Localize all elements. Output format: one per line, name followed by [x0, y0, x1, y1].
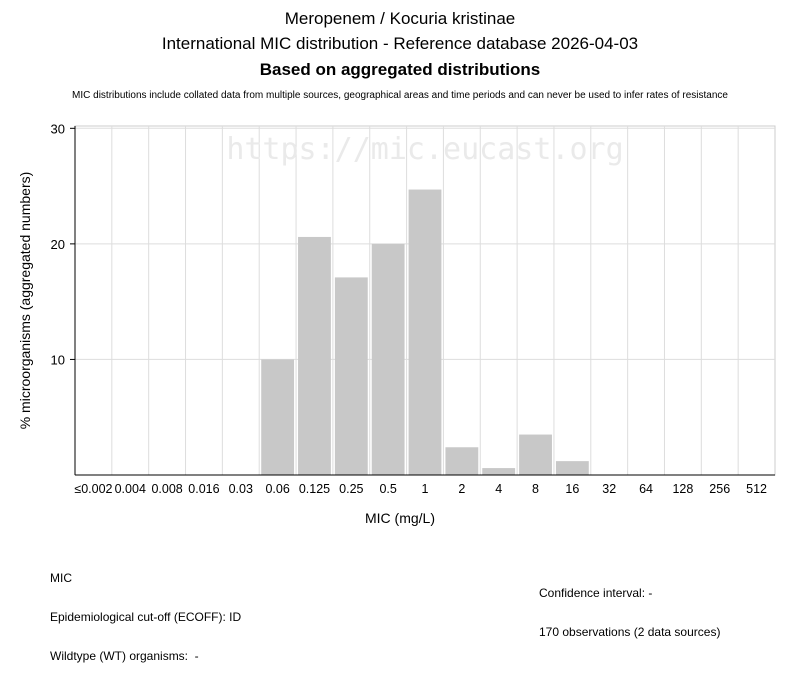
bar [408, 189, 442, 475]
y-tick-label: 20 [51, 237, 65, 252]
chart-subtitle: International MIC distribution - Referen… [161, 34, 639, 53]
x-tick-label: 64 [639, 482, 653, 496]
bar [445, 447, 479, 475]
x-tick-label: 4 [495, 482, 502, 496]
x-tick-label: 0.016 [188, 482, 219, 496]
bar [371, 243, 405, 475]
x-tick-label: 0.03 [229, 482, 253, 496]
bar [519, 434, 552, 475]
x-tick-label: ≤0.002 [74, 482, 112, 496]
y-tick-label: 30 [51, 121, 65, 136]
footer-mic-label: MIC [50, 571, 72, 585]
bar [334, 277, 368, 475]
x-tick-label: 256 [709, 482, 730, 496]
x-tick-label: 512 [746, 482, 767, 496]
bar [555, 461, 589, 475]
bar [298, 236, 331, 475]
footer-ecoff: Epidemiological cut-off (ECOFF): ID [50, 610, 242, 624]
disclaimer-note: MIC distributions include collated data … [72, 90, 728, 101]
x-tick-label: 0.06 [265, 482, 289, 496]
mic-distribution-chart: 10 20 30 https://mic.eucast.org ≤0.002 0.004 0… [17, 121, 776, 526]
x-axis-title: MIC (mg/L) [365, 510, 435, 526]
x-tick-label: 2 [458, 482, 465, 496]
x-tick-label: 8 [532, 482, 539, 496]
bar [261, 359, 295, 475]
x-tick-label: 0.004 [115, 482, 146, 496]
chart-title: Meropenem / Kocuria kristinae [284, 9, 516, 28]
x-tick-label: 0.25 [339, 482, 363, 496]
watermark: https://mic.eucast.org [226, 132, 623, 167]
x-tick-label: 128 [672, 482, 693, 496]
y-axis-title: % microorganisms (aggregated numbers) [17, 172, 33, 430]
footer-right: Confidence interval: - 170 observations … [539, 561, 720, 652]
chart-basis: Based on aggregated distributions [259, 60, 541, 79]
footer-observations: 170 observations (2 data sources) [539, 625, 721, 639]
y-tick-label: 10 [51, 352, 65, 367]
footer-confidence-interval: Confidence interval: - [539, 586, 653, 600]
x-tick-label: 32 [602, 482, 616, 496]
bar [482, 468, 516, 475]
x-tick-label: 16 [565, 482, 579, 496]
x-tick-label: 1 [422, 482, 429, 496]
x-tick-label: 0.5 [379, 482, 396, 496]
footer-left: MIC Epidemiological cut-off (ECOFF): ID … [50, 546, 241, 676]
footer-wildtype: Wildtype (WT) organisms: - [50, 649, 199, 663]
x-tick-label: 0.125 [299, 482, 330, 496]
x-tick-label: 0.008 [151, 482, 182, 496]
